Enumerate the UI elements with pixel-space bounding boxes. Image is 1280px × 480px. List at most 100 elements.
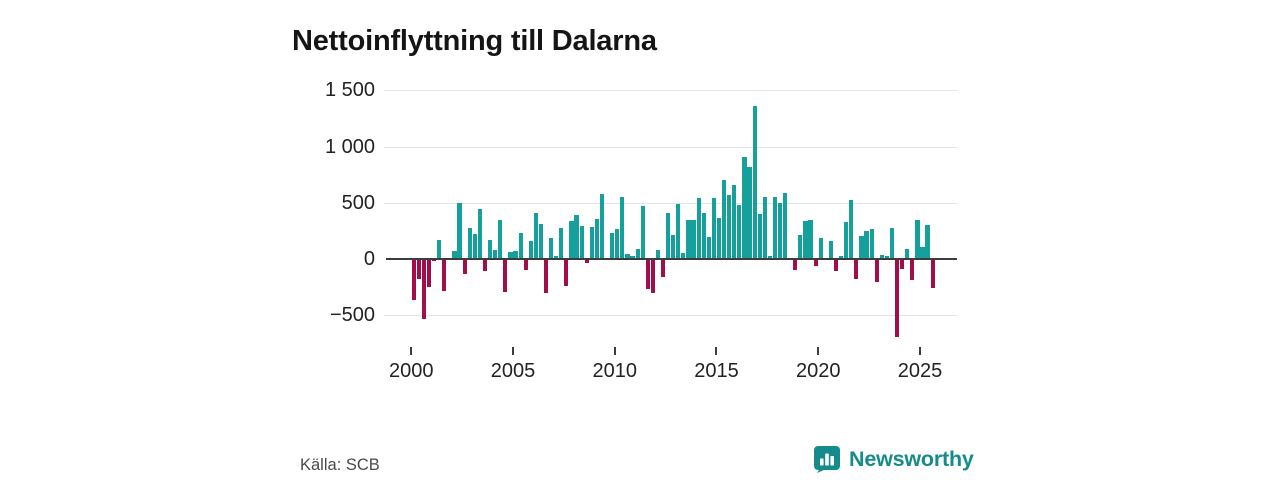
bar-2012-Q1 xyxy=(655,250,661,259)
bar-2022-Q2 xyxy=(864,231,869,259)
bar-2000-Q4 xyxy=(426,259,432,288)
x-axis-zero-line xyxy=(386,257,957,261)
bar-2005-Q1 xyxy=(513,250,518,259)
bar-2004-Q2 xyxy=(498,219,503,259)
x-tick-2025 xyxy=(918,347,921,355)
bar-2021-Q1 xyxy=(839,256,844,259)
bar-2002-Q4 xyxy=(467,228,472,259)
bar-2010-Q4 xyxy=(630,256,635,259)
bar-2000-Q2 xyxy=(416,259,421,280)
bar-2002-Q2 xyxy=(457,203,462,259)
bar-2009-Q1 xyxy=(594,218,600,259)
bar-2016-Q3 xyxy=(747,166,752,259)
bar-2000-Q1 xyxy=(411,259,416,301)
bar-2011-Q4 xyxy=(650,259,655,294)
bar-2008-Q1 xyxy=(574,214,579,259)
y-axis-label-0: 0 xyxy=(363,248,375,270)
bar-2009-Q4 xyxy=(610,233,615,259)
bar-2002-Q1 xyxy=(452,250,457,259)
gridline--500 xyxy=(384,315,957,317)
y-axis-label-500: 500 xyxy=(341,191,375,214)
bar-2004-Q1 xyxy=(493,250,498,259)
gridline-1500 xyxy=(384,90,957,92)
bar-2007-Q3 xyxy=(564,259,569,286)
x-tick-2020 xyxy=(817,347,820,355)
source-attribution: Källa: SCB xyxy=(300,456,380,474)
bar-2003-Q3 xyxy=(482,259,488,271)
gridline-1000 xyxy=(384,146,957,148)
bar-2007-Q4 xyxy=(569,220,574,259)
bar-2022-Q4 xyxy=(874,259,879,283)
bar-2019-Q2 xyxy=(803,221,808,259)
bar-2020-Q1 xyxy=(818,238,823,259)
bar-2005-Q2 xyxy=(518,233,523,259)
bar-2007-Q2 xyxy=(559,227,564,259)
bar-2025-Q2 xyxy=(925,224,930,259)
bar-2013-Q3 xyxy=(686,220,691,259)
bar-2007-Q1 xyxy=(554,255,559,259)
bar-2024-Q1 xyxy=(900,259,905,270)
x-axis-label-2015: 2015 xyxy=(694,360,739,382)
x-axis-label-2020: 2020 xyxy=(795,360,841,382)
bar-2016-Q2 xyxy=(742,156,747,259)
bar-2011-Q1 xyxy=(635,248,640,259)
bar-2003-Q2 xyxy=(477,208,483,259)
bar-2003-Q4 xyxy=(488,239,493,259)
bar-2010-Q1 xyxy=(615,228,620,259)
bar-2015-Q4 xyxy=(732,184,737,259)
x-tick-2015 xyxy=(715,347,718,355)
bar-2006-Q1 xyxy=(533,213,538,259)
bar-2013-Q2 xyxy=(681,252,686,259)
bar-2011-Q3 xyxy=(645,259,650,290)
bar-2006-Q2 xyxy=(538,224,544,259)
bar-2010-Q2 xyxy=(620,197,625,259)
bar-2009-Q2 xyxy=(599,194,605,259)
bar-2023-Q2 xyxy=(884,255,889,259)
bar-2019-Q3 xyxy=(808,219,813,259)
bar-2022-Q1 xyxy=(859,235,864,259)
bar-2001-Q2 xyxy=(437,240,442,259)
bar-2000-Q3 xyxy=(421,259,427,319)
bar-2004-Q3 xyxy=(503,259,508,292)
bar-2005-Q3 xyxy=(523,259,528,271)
bar-2006-Q4 xyxy=(549,237,554,259)
bar-2004-Q4 xyxy=(508,252,513,259)
bar-2019-Q1 xyxy=(798,235,803,259)
bar-2017-Q4 xyxy=(772,196,778,259)
bar-2020-Q4 xyxy=(833,259,839,271)
bar-2021-Q4 xyxy=(854,259,859,280)
bar-2018-Q1 xyxy=(777,202,783,259)
y-axis-label--500: −500 xyxy=(329,304,375,327)
bar-2011-Q2 xyxy=(640,205,645,259)
bar-2003-Q1 xyxy=(472,234,477,259)
bar-2008-Q2 xyxy=(579,225,584,259)
y-axis-label-1000: 1 000 xyxy=(324,135,375,158)
bar-2021-Q3 xyxy=(849,199,854,259)
bar-2025-Q1 xyxy=(920,246,925,259)
bar-2021-Q2 xyxy=(844,222,849,259)
bar-2018-Q2 xyxy=(783,193,788,259)
bar-2014-Q3 xyxy=(706,236,711,259)
newsworthy-logo-icon xyxy=(813,445,841,473)
x-axis-label-2010: 2010 xyxy=(592,360,637,382)
bar-2006-Q3 xyxy=(543,259,549,294)
newsworthy-brand[interactable]: Newsworthy xyxy=(813,445,974,473)
bar-2016-Q4 xyxy=(752,106,757,259)
bar-2002-Q3 xyxy=(462,259,467,274)
bar-2012-Q4 xyxy=(671,234,676,259)
bar-2022-Q3 xyxy=(869,228,874,259)
bar-2020-Q3 xyxy=(828,241,834,259)
bar-2019-Q4 xyxy=(813,259,818,266)
bar-2014-Q2 xyxy=(701,212,706,259)
bar-2023-Q1 xyxy=(879,255,884,259)
x-tick-2010 xyxy=(613,347,616,355)
bar-2024-Q2 xyxy=(905,248,910,259)
bar-2008-Q4 xyxy=(589,226,594,259)
bar-2016-Q1 xyxy=(737,205,742,259)
x-tick-2000 xyxy=(410,347,413,355)
bar-2015-Q1 xyxy=(716,217,722,259)
bar-2017-Q1 xyxy=(757,214,762,259)
bar-2012-Q3 xyxy=(666,212,671,259)
